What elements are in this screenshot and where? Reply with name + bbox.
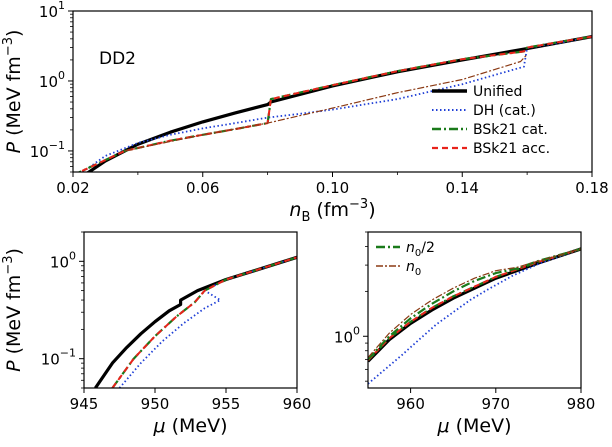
x-axis-label: nB (fm−3) <box>289 197 375 225</box>
y-tick-label: 101 <box>39 0 65 21</box>
series-line-dh-cat- <box>368 248 581 385</box>
bottom-left-panel: 945 950 955 960 10−1 100 μ (MeV) P (MeV fm−3) <box>1 231 312 437</box>
y-tick-label: 10−1 <box>30 139 65 161</box>
x-tick-label: 0.06 <box>186 179 219 197</box>
x-tick-label: 980 <box>567 395 596 413</box>
series-line-bsk21-cat- <box>111 256 297 388</box>
x-tick-label: 0.10 <box>316 179 349 197</box>
series-line-bsk21-acc- <box>368 247 581 361</box>
x-tick-label: 0.18 <box>575 179 608 197</box>
x-tick-label: 960 <box>283 395 312 413</box>
bottom-right-panel: 960 970 980 100 μ (MeV) n0/2n0 <box>334 231 596 437</box>
top-panel: 0.02 0.06 0.10 0.14 0.18 10−1 100 101 nB (fm−3) P… <box>1 0 609 225</box>
series-line-bsk21-acc- <box>111 256 297 388</box>
y-axis-label: P (MeV fm−3) <box>1 30 25 154</box>
legend-label: n0 <box>406 259 421 278</box>
y-tick-label: 100 <box>50 249 76 271</box>
x-tick-label: 0.02 <box>56 179 89 197</box>
x-tick-label: 950 <box>141 395 170 413</box>
series-line-unified <box>368 247 581 363</box>
x-tick-label: 945 <box>70 395 99 413</box>
legend-label: DH (cat.) <box>473 103 536 119</box>
legend-label: BSk21 acc. <box>473 141 550 157</box>
x-axis-label: μ (MeV) <box>152 415 227 437</box>
series-line-n0 <box>368 248 581 358</box>
x-tick-label: 970 <box>481 395 510 413</box>
y-axis-label: P (MeV fm−3) <box>1 248 25 372</box>
legend-label: BSk21 cat. <box>473 122 548 138</box>
series-line-bsk21-cat- <box>368 247 581 362</box>
x-axis-label: μ (MeV) <box>436 415 511 437</box>
x-tick-label: 955 <box>212 395 241 413</box>
x-tick-label: 0.14 <box>446 179 479 197</box>
series-line-bsk21-cat-n0-2- <box>124 53 528 152</box>
eos-tag: DD2 <box>99 49 136 69</box>
plot-frame <box>367 231 582 389</box>
y-tick-label: 100 <box>39 69 65 91</box>
legend-label: n0/2 <box>406 240 435 259</box>
y-tick-label: 10−1 <box>41 347 76 369</box>
legend-label: Unified <box>473 84 522 100</box>
series-line-dh-cat- <box>81 35 592 172</box>
series-line-n0-2 <box>368 247 581 361</box>
series-line-bsk21-cat- <box>77 35 592 172</box>
series-line-dh-cat- <box>118 256 297 388</box>
x-tick-label: 960 <box>396 395 425 413</box>
y-tick-label: 100 <box>334 324 360 346</box>
plot-frame <box>83 231 298 389</box>
